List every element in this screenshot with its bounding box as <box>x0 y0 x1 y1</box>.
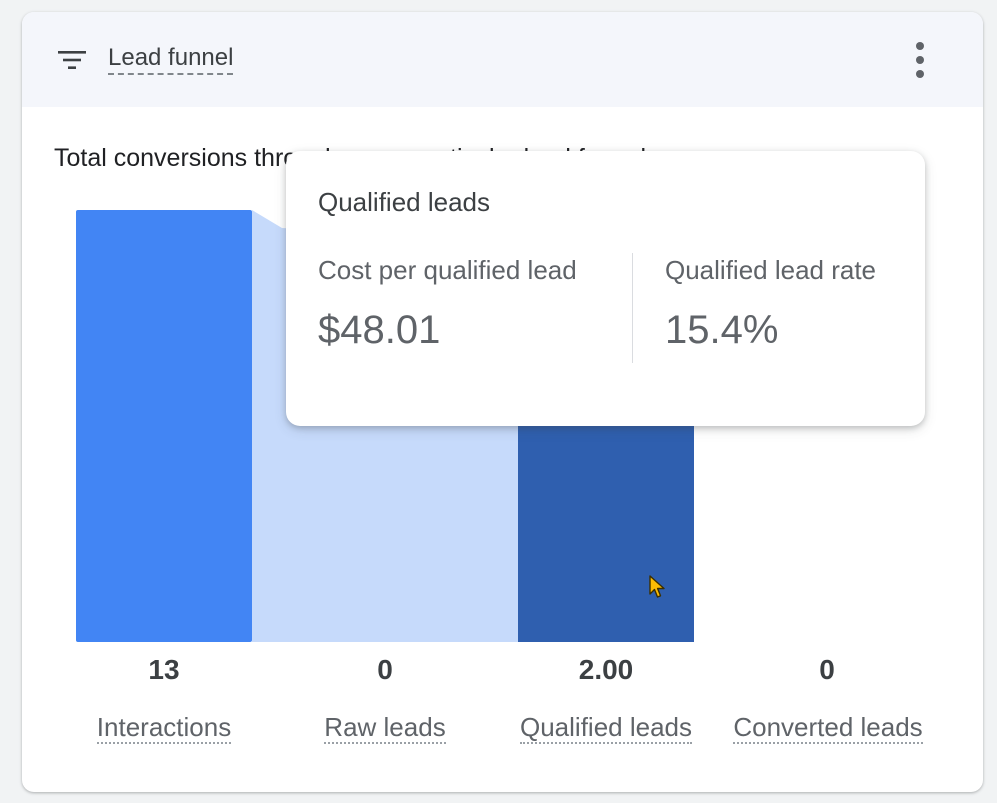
category-label-interactions[interactable]: Interactions <box>44 712 284 744</box>
tooltip-metric-value: $48.01 <box>318 308 441 352</box>
category-label-text[interactable]: Raw leads <box>324 712 446 744</box>
card-header: Lead funnel <box>22 12 983 107</box>
category-label-text[interactable]: Converted leads <box>733 712 923 744</box>
bar-interactions[interactable] <box>76 210 252 642</box>
filter-list-icon[interactable] <box>56 48 88 72</box>
more-vert-icon[interactable] <box>904 40 936 80</box>
tooltip-metric-rate: Qualified lead rate 15.4% <box>665 255 876 353</box>
tooltip-metric-label: Cost per qualified lead <box>318 255 577 285</box>
category-label-text[interactable]: Qualified leads <box>520 712 692 744</box>
category-label-qualified-leads[interactable]: Qualified leads <box>486 712 726 744</box>
value-label-qualified-leads: 2.00 <box>578 654 634 685</box>
chart-tooltip: Qualified leads Cost per qualified lead … <box>286 151 925 426</box>
value-label-raw-leads: 0 <box>377 654 393 685</box>
card-title[interactable]: Lead funnel <box>108 44 234 75</box>
bar-qualified-leads-highlight[interactable] <box>518 400 694 642</box>
mouse-pointer-icon <box>649 575 665 598</box>
value-label-converted-leads: 0 <box>819 654 835 685</box>
tooltip-metric-cost: Cost per qualified lead $48.01 <box>318 255 577 353</box>
tooltip-metric-label: Qualified lead rate <box>665 255 877 285</box>
tooltip-title: Qualified leads <box>318 187 490 217</box>
category-label-converted-leads[interactable]: Converted leads <box>708 712 948 744</box>
category-label-text[interactable]: Interactions <box>96 712 232 744</box>
tooltip-metric-value: 15.4% <box>665 308 779 352</box>
value-label-interactions: 13 <box>148 654 180 685</box>
tooltip-divider <box>632 253 633 363</box>
category-label-raw-leads[interactable]: Raw leads <box>265 712 505 744</box>
